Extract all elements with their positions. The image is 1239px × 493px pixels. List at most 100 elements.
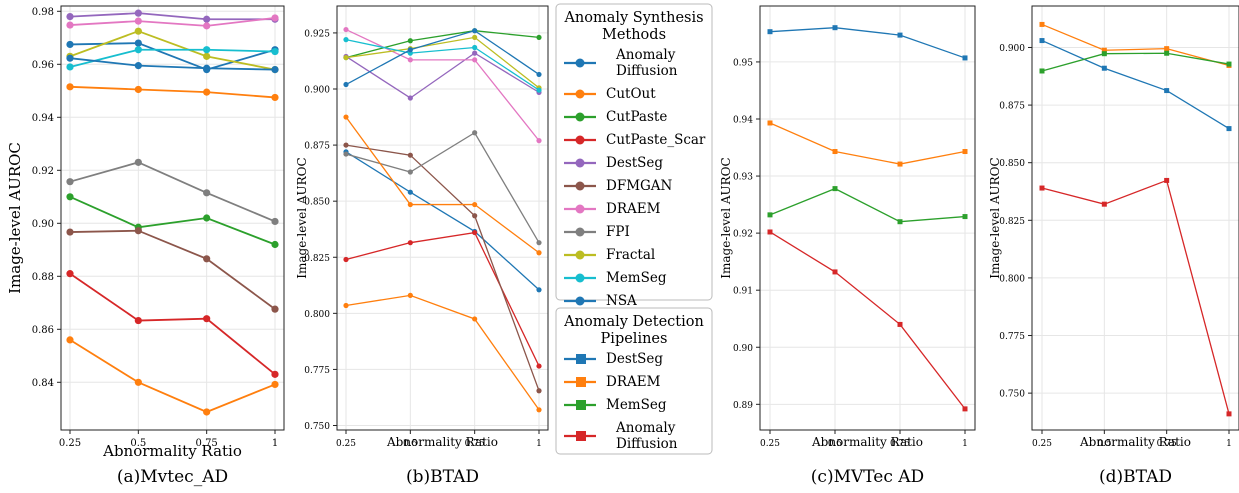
x-tick-label: 0.25 (336, 439, 356, 449)
y-tick-label: 0.86 (32, 325, 54, 336)
y-tick-label: 0.96 (32, 60, 54, 71)
data-point (1101, 65, 1107, 71)
data-point (832, 149, 838, 155)
y-tick-label: 0.98 (32, 7, 54, 18)
legend-swatch-marker (575, 296, 585, 306)
x-tick-label: 0.25 (59, 438, 81, 449)
data-point (66, 228, 74, 236)
chart-panel-1: 0.84 0.86 0.88 0.90 0.92 0.94 0.96 0.98 0.25 0.5 0… (6, 5, 285, 487)
data-point (66, 54, 74, 62)
series-3 (767, 186, 968, 225)
legend-entry-label: FPI (606, 224, 630, 240)
series-line (345, 39, 540, 91)
legend-entry: FPI (564, 224, 630, 240)
data-point (472, 229, 478, 236)
data-point (134, 62, 142, 70)
panel-caption: (c)MVTec AD (811, 467, 924, 487)
data-point (767, 120, 773, 126)
legend-entry-label: Anomaly (615, 420, 676, 436)
legend-swatch-marker (575, 135, 585, 145)
y-axis-label: Image-level AUROC (988, 157, 1002, 278)
data-point (536, 87, 542, 93)
y-tick-label: 0.850 (304, 198, 330, 208)
data-point (407, 201, 413, 208)
y-tick-label: 0.94 (733, 115, 753, 125)
y-tick-label: 0.89 (733, 401, 753, 411)
data-point (1101, 201, 1107, 207)
legend-swatch-marker (575, 227, 585, 237)
data-point (66, 193, 74, 201)
legend-entry: Fractal (564, 247, 655, 263)
y-tick-label: 0.900 (999, 44, 1025, 54)
series-line (69, 339, 276, 413)
series-4 (1039, 177, 1232, 417)
data-point (1226, 411, 1232, 417)
legend-entry-label: MemSeg (606, 397, 667, 413)
data-point (203, 52, 211, 60)
data-point (271, 93, 279, 102)
series-line (1041, 179, 1230, 415)
series-line (345, 52, 540, 99)
y-tick-label: 0.825 (999, 217, 1025, 227)
legend-entry: DestSeg (564, 155, 663, 171)
series-11 (66, 54, 279, 74)
x-axis-label: Abnormality Ratio (386, 435, 498, 449)
x-axis-label: Abnormality Ratio (811, 435, 923, 449)
data-point (271, 370, 279, 378)
legend-swatch-marker (575, 204, 585, 214)
x-axis-label: Abnormality Ratio (102, 442, 242, 460)
series-line (69, 30, 276, 71)
chart-panel-4: 0.750 0.775 0.800 0.825 0.850 0.875 0.900 0.25 0… (988, 5, 1239, 487)
series-7 (66, 14, 279, 30)
x-tick-label: 0.75 (465, 439, 485, 449)
panel-caption: (a)Mvtec_AD (117, 467, 228, 487)
data-point (203, 46, 211, 54)
data-point (472, 130, 478, 136)
data-point (536, 287, 542, 293)
y-tick-label: 0.84 (32, 378, 54, 389)
data-point (832, 186, 838, 192)
data-point (472, 201, 478, 208)
x-tick-label: 0.75 (1157, 439, 1177, 449)
data-point (897, 161, 903, 167)
data-point (897, 32, 903, 38)
series-line (345, 116, 540, 254)
data-point (1039, 38, 1045, 44)
series-4 (767, 229, 968, 412)
data-point (536, 407, 542, 413)
data-point (1164, 88, 1170, 94)
data-point (472, 50, 478, 56)
data-point (203, 88, 211, 96)
x-tick-label: 1 (962, 439, 968, 449)
data-point (343, 54, 349, 61)
legend-swatch-marker (575, 58, 585, 68)
plot-frame (60, 5, 285, 431)
legend-title: Pipelines (601, 331, 668, 347)
data-point (203, 189, 211, 197)
data-point (1101, 51, 1107, 57)
data-point (472, 44, 478, 51)
y-tick-label: 0.92 (32, 166, 54, 177)
data-point (203, 214, 211, 222)
data-point (134, 85, 142, 94)
legend-entry-label: DRAEM (606, 201, 661, 217)
data-point (203, 64, 211, 72)
data-point (962, 149, 968, 155)
series-line (769, 122, 966, 165)
data-point (1039, 68, 1045, 74)
data-point (203, 408, 211, 416)
data-point (1039, 185, 1045, 191)
x-tick-label: 0.75 (196, 438, 218, 449)
series-line (69, 48, 276, 68)
y-tick-label: 0.800 (999, 274, 1025, 284)
series-line (345, 151, 540, 291)
y-tick-label: 0.750 (999, 390, 1025, 400)
data-point (536, 71, 542, 78)
legend-box (555, 3, 713, 301)
y-tick-label: 0.825 (304, 254, 330, 264)
y-tick-label: 0.850 (999, 159, 1025, 169)
legend-entry-label: DRAEM (606, 374, 661, 390)
legend-entry: CutOut (564, 86, 656, 102)
data-point (343, 142, 349, 148)
